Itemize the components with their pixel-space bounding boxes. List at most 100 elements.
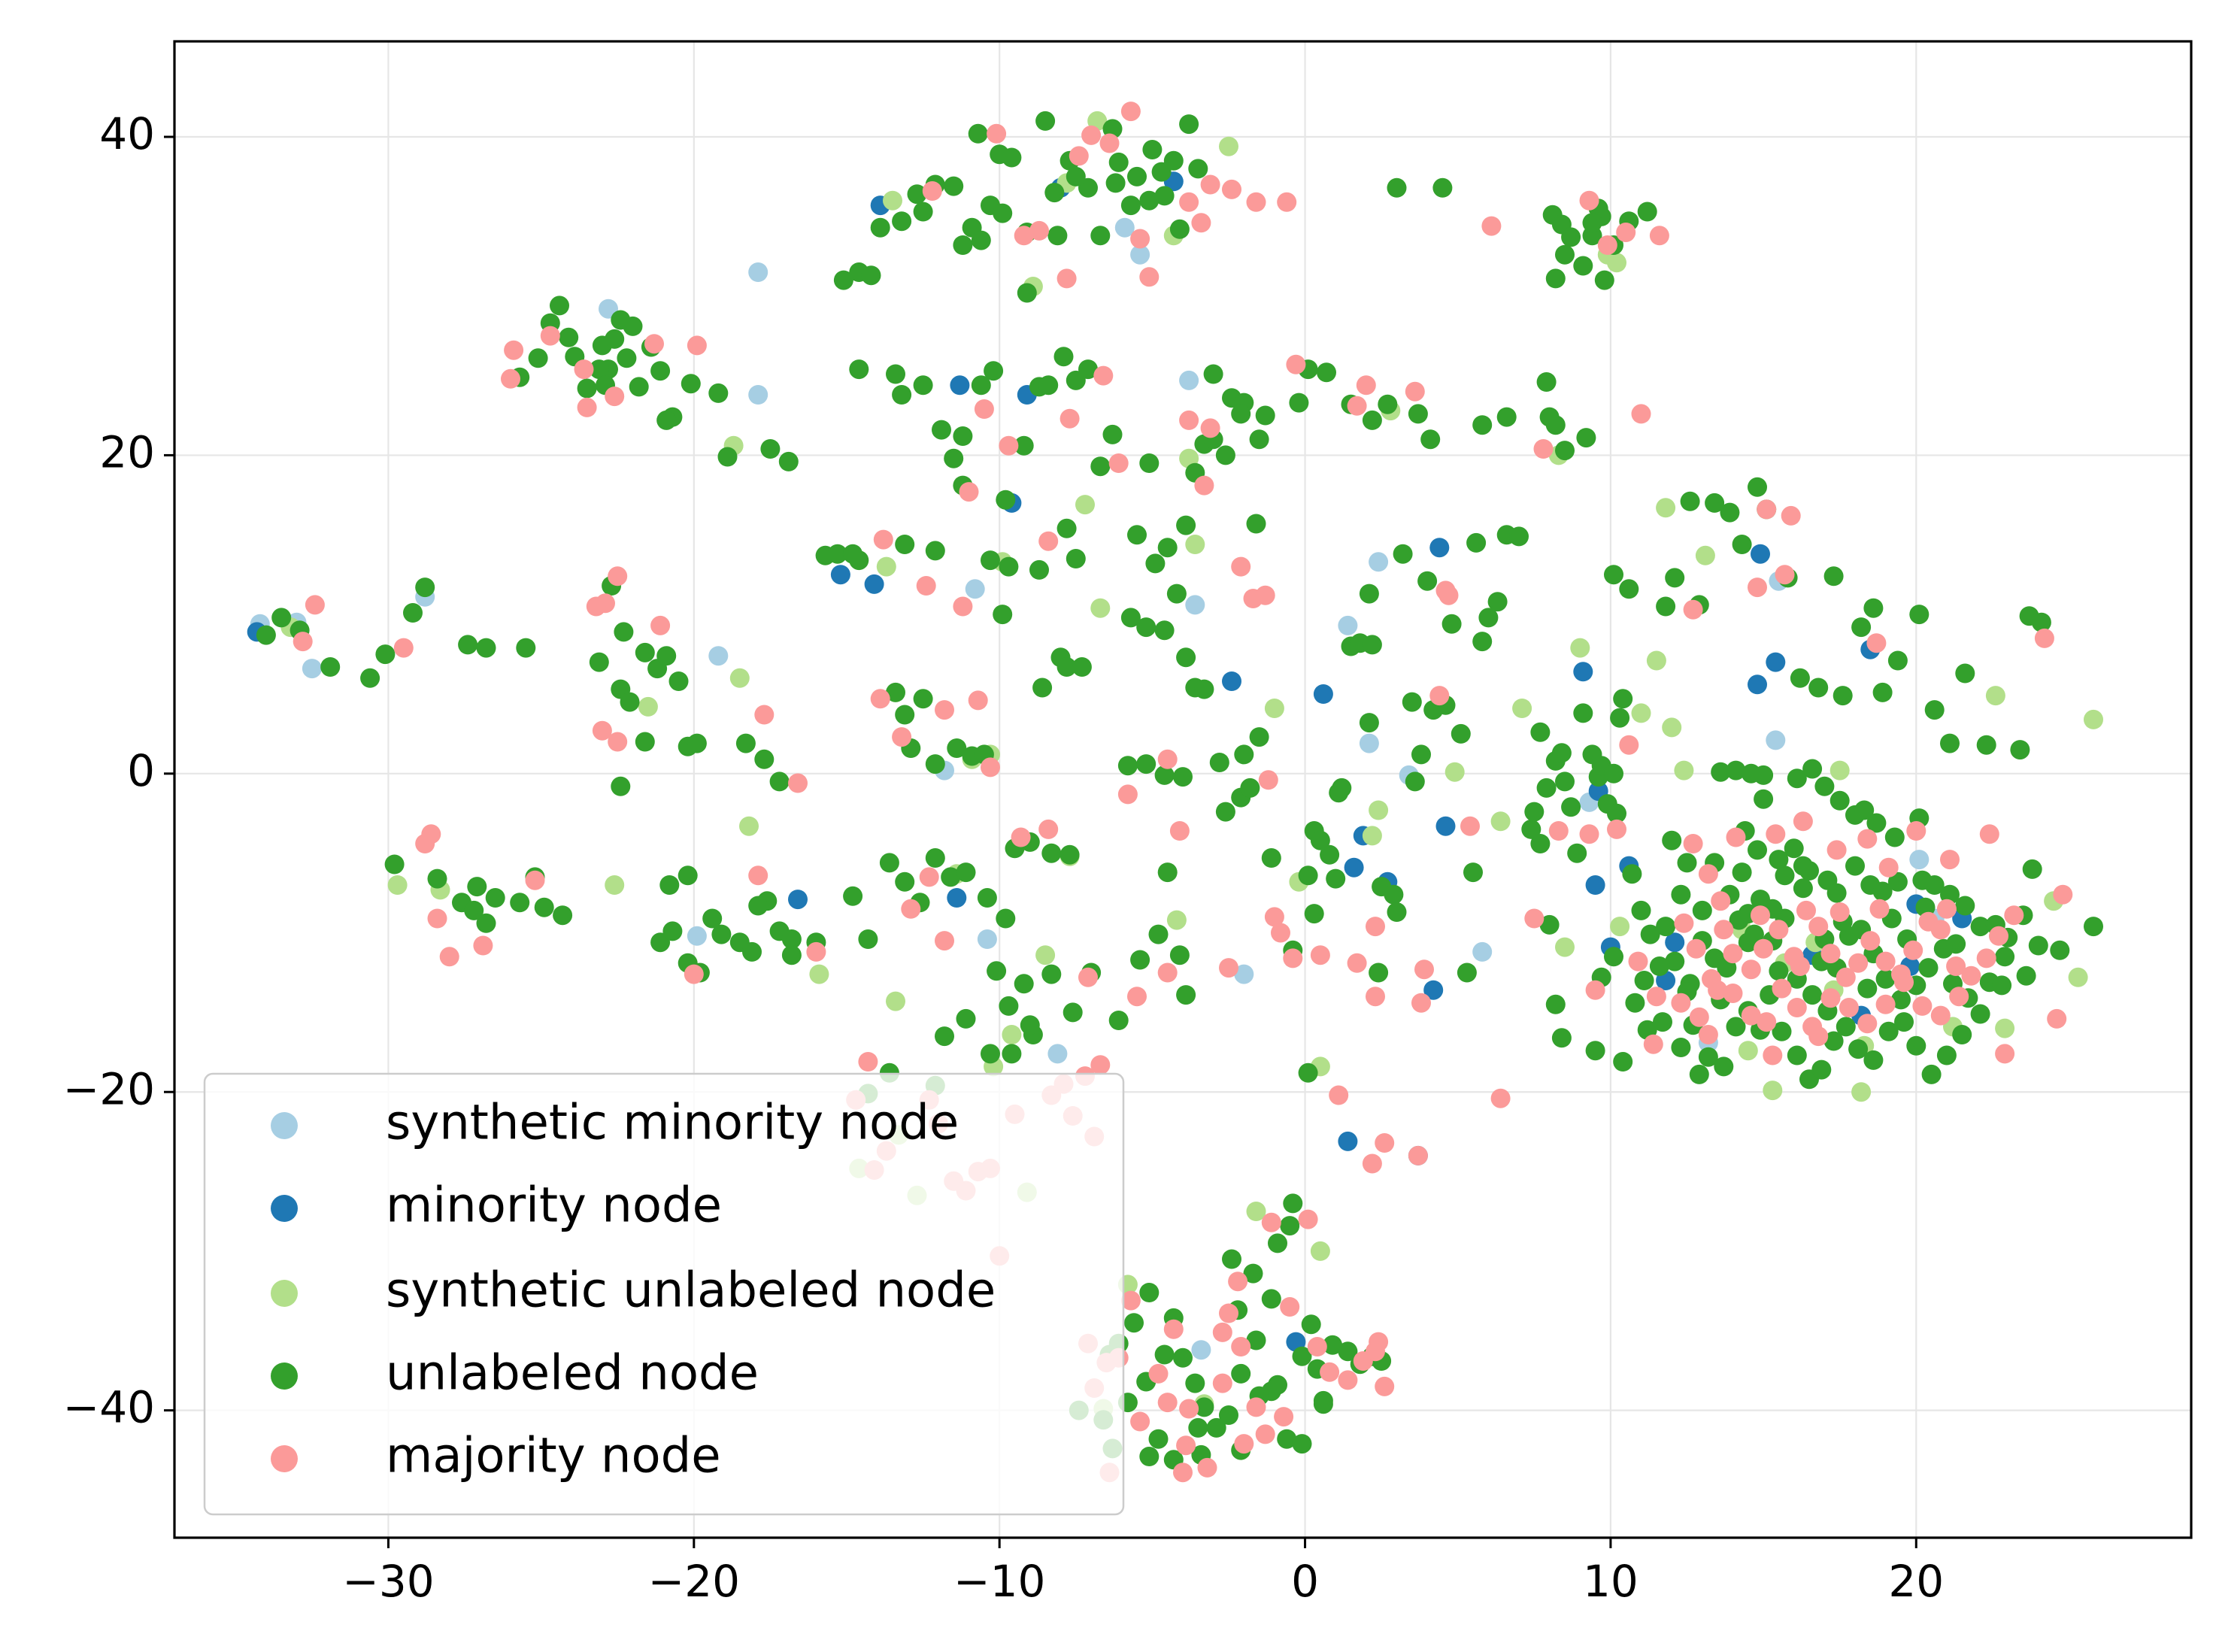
data-point <box>1139 267 1160 287</box>
data-point <box>681 374 701 394</box>
data-point <box>1130 244 1150 265</box>
data-point <box>427 868 447 889</box>
legend-entry: unlabeled node <box>271 1346 759 1402</box>
data-point <box>1790 956 1810 976</box>
data-point <box>1053 347 1074 367</box>
data-point <box>473 935 493 956</box>
data-point <box>1796 900 1816 920</box>
legend-marker-synthetic-minority <box>271 1112 298 1139</box>
data-point <box>1066 166 1086 186</box>
data-point <box>1359 733 1379 753</box>
data-point <box>1200 174 1220 195</box>
data-point <box>393 638 414 658</box>
data-point <box>1894 1012 1914 1032</box>
data-point <box>638 696 658 717</box>
data-point <box>864 574 884 594</box>
legend: synthetic minority node minority node sy… <box>203 1072 1125 1516</box>
data-point <box>1711 762 1731 782</box>
data-point <box>1041 964 1062 984</box>
data-point <box>1573 662 1593 682</box>
x-axis: −30 −20 −10 0 10 20 <box>342 1538 1944 1607</box>
data-point <box>1338 1341 1358 1362</box>
data-point <box>1720 502 1740 523</box>
data-point <box>1405 771 1425 792</box>
data-point <box>1567 843 1587 863</box>
data-point <box>540 326 560 346</box>
data-point <box>1790 668 1810 688</box>
legend-label-synthetic-unlabeled: synthetic unlabeled node <box>386 1263 996 1319</box>
data-point <box>1289 393 1309 413</box>
data-point <box>1222 671 1241 691</box>
data-point <box>1751 905 1770 926</box>
data-point <box>1219 958 1238 978</box>
data-point <box>1002 147 1022 168</box>
data-point <box>1490 811 1511 832</box>
data-point <box>1490 1088 1511 1108</box>
data-point <box>1188 1417 1208 1438</box>
data-point <box>959 482 979 502</box>
data-point <box>2010 740 2030 760</box>
plot-area-frame <box>173 40 2193 1539</box>
data-point <box>1169 945 1190 965</box>
data-point <box>1512 699 1532 718</box>
data-point <box>2004 905 2024 926</box>
data-point <box>1234 964 1254 984</box>
data-point <box>550 296 569 316</box>
data-point <box>1338 1131 1358 1151</box>
data-point <box>953 235 973 255</box>
data-point <box>1249 429 1269 450</box>
data-point <box>1674 760 1694 781</box>
data-point <box>1823 1031 1844 1051</box>
data-point <box>608 732 628 752</box>
data-point <box>781 945 802 965</box>
data-point <box>1347 953 1367 973</box>
data-point <box>1117 784 1138 805</box>
data-point <box>1906 821 1926 841</box>
data-point <box>941 867 961 887</box>
data-point <box>1179 370 1199 390</box>
data-point <box>1781 505 1801 526</box>
data-point <box>1909 850 1930 870</box>
data-point <box>384 854 405 874</box>
data-point <box>1108 453 1129 473</box>
data-point <box>849 359 869 380</box>
data-point <box>2068 967 2088 987</box>
data-point <box>1072 657 1092 677</box>
data-point <box>534 897 554 917</box>
data-point <box>1875 951 1896 971</box>
data-point <box>1298 865 1318 886</box>
data-point <box>1163 1319 1184 1339</box>
data-point <box>1078 967 1098 987</box>
data-point <box>1292 1346 1312 1366</box>
legend-box <box>203 1072 1125 1516</box>
data-point <box>1127 166 1147 186</box>
data-point <box>1307 1337 1327 1356</box>
data-point <box>1808 1026 1829 1047</box>
data-point <box>2047 1008 2067 1029</box>
data-point <box>528 348 548 368</box>
data-point <box>1011 827 1031 847</box>
data-point <box>1414 959 1434 980</box>
data-point <box>932 420 951 440</box>
data-point <box>1656 917 1676 937</box>
data-point <box>1017 283 1037 303</box>
data-point <box>1631 703 1651 723</box>
data-point <box>950 375 970 396</box>
data-point <box>516 638 536 658</box>
data-point <box>1069 146 1089 166</box>
data-point <box>925 754 945 774</box>
data-point <box>702 908 723 929</box>
data-point <box>1604 565 1623 585</box>
data-point <box>1405 381 1425 402</box>
data-point <box>1130 229 1150 249</box>
data-point <box>1222 1249 1241 1269</box>
data-point <box>1705 493 1725 513</box>
data-point <box>1754 938 1774 959</box>
data-point <box>1610 708 1630 728</box>
data-point <box>2034 628 2054 648</box>
data-point <box>1176 647 1196 668</box>
x-tick-label: 10 <box>1583 1556 1639 1607</box>
data-point <box>1613 689 1633 709</box>
data-point <box>1918 958 1939 978</box>
data-point <box>944 448 964 468</box>
